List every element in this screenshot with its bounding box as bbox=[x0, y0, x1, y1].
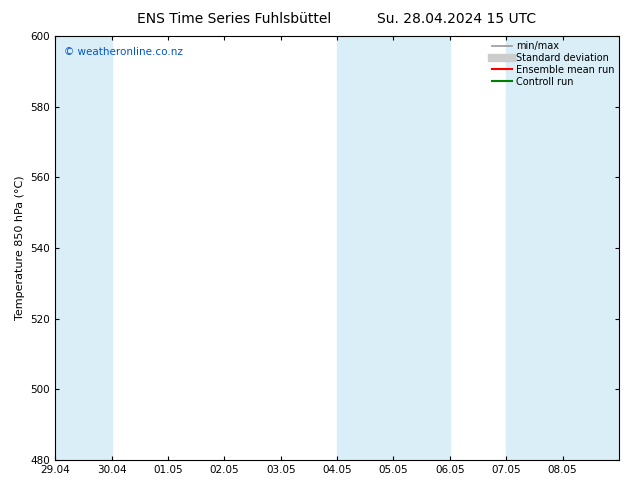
Y-axis label: Temperature 850 hPa (°C): Temperature 850 hPa (°C) bbox=[15, 176, 25, 320]
Legend: min/max, Standard deviation, Ensemble mean run, Controll run: min/max, Standard deviation, Ensemble me… bbox=[489, 38, 617, 90]
Text: Su. 28.04.2024 15 UTC: Su. 28.04.2024 15 UTC bbox=[377, 12, 536, 26]
Text: © weatheronline.co.nz: © weatheronline.co.nz bbox=[63, 47, 183, 57]
Bar bbox=[55, 36, 112, 460]
Text: ENS Time Series Fuhlsbüttel: ENS Time Series Fuhlsbüttel bbox=[138, 12, 332, 26]
Bar bbox=[506, 36, 619, 460]
Bar bbox=[337, 36, 450, 460]
